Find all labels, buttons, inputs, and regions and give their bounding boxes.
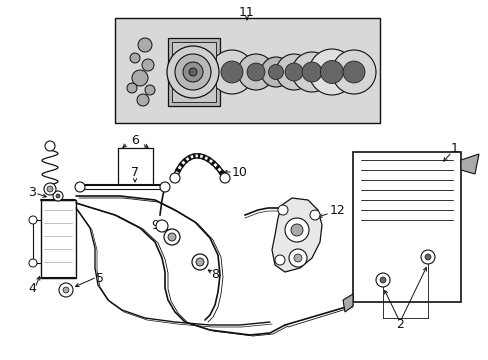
Circle shape [290,224,303,236]
Polygon shape [460,154,478,174]
Polygon shape [342,294,352,312]
Text: 9: 9 [151,219,159,231]
Circle shape [375,273,389,287]
Circle shape [293,254,302,262]
Circle shape [275,54,311,90]
Circle shape [246,63,264,81]
Circle shape [420,250,434,264]
Text: 11: 11 [239,5,254,18]
Circle shape [145,85,155,95]
Circle shape [137,94,149,106]
Circle shape [138,38,152,52]
Circle shape [44,183,56,195]
Circle shape [424,254,430,260]
Circle shape [379,277,385,283]
Circle shape [209,50,253,94]
Circle shape [130,53,140,63]
Text: 2: 2 [395,319,403,332]
Circle shape [132,70,148,86]
Circle shape [29,259,37,267]
Circle shape [78,185,82,189]
Circle shape [47,186,53,192]
Circle shape [45,141,55,151]
Circle shape [163,229,180,245]
Circle shape [285,63,303,81]
Circle shape [63,287,69,293]
Circle shape [261,57,290,87]
Circle shape [160,182,170,192]
Text: 10: 10 [232,166,247,179]
Circle shape [127,83,137,93]
Circle shape [175,54,210,90]
Circle shape [285,218,308,242]
Text: 7: 7 [131,166,139,179]
Circle shape [53,191,63,201]
Text: 1: 1 [450,141,458,154]
Polygon shape [271,198,321,272]
Circle shape [168,233,176,241]
Circle shape [59,283,73,297]
Circle shape [183,62,203,82]
Circle shape [320,60,343,84]
Circle shape [331,50,375,94]
Circle shape [192,254,207,270]
Circle shape [163,185,167,189]
Bar [172,42,216,102]
Bar [115,18,379,123]
Bar [41,200,76,278]
Text: 5: 5 [96,271,104,284]
Circle shape [189,68,197,76]
Circle shape [167,46,219,98]
Text: 3: 3 [28,185,36,198]
Circle shape [29,216,37,224]
Circle shape [274,255,285,265]
Circle shape [142,59,154,71]
Circle shape [56,194,60,198]
Circle shape [291,52,331,92]
Circle shape [75,182,85,192]
Circle shape [170,173,180,183]
Circle shape [196,258,203,266]
Bar [168,38,220,106]
Circle shape [302,62,321,82]
Text: 4: 4 [28,282,36,294]
Circle shape [268,64,283,80]
Text: 6: 6 [131,134,139,147]
Text: 8: 8 [210,269,219,282]
Circle shape [156,220,168,232]
Circle shape [278,205,287,215]
Circle shape [220,173,229,183]
Circle shape [309,210,319,220]
Circle shape [288,249,306,267]
Circle shape [238,54,273,90]
Circle shape [342,61,364,83]
Circle shape [308,49,354,95]
Text: 12: 12 [329,203,345,216]
Circle shape [221,61,243,83]
Bar [352,152,460,302]
